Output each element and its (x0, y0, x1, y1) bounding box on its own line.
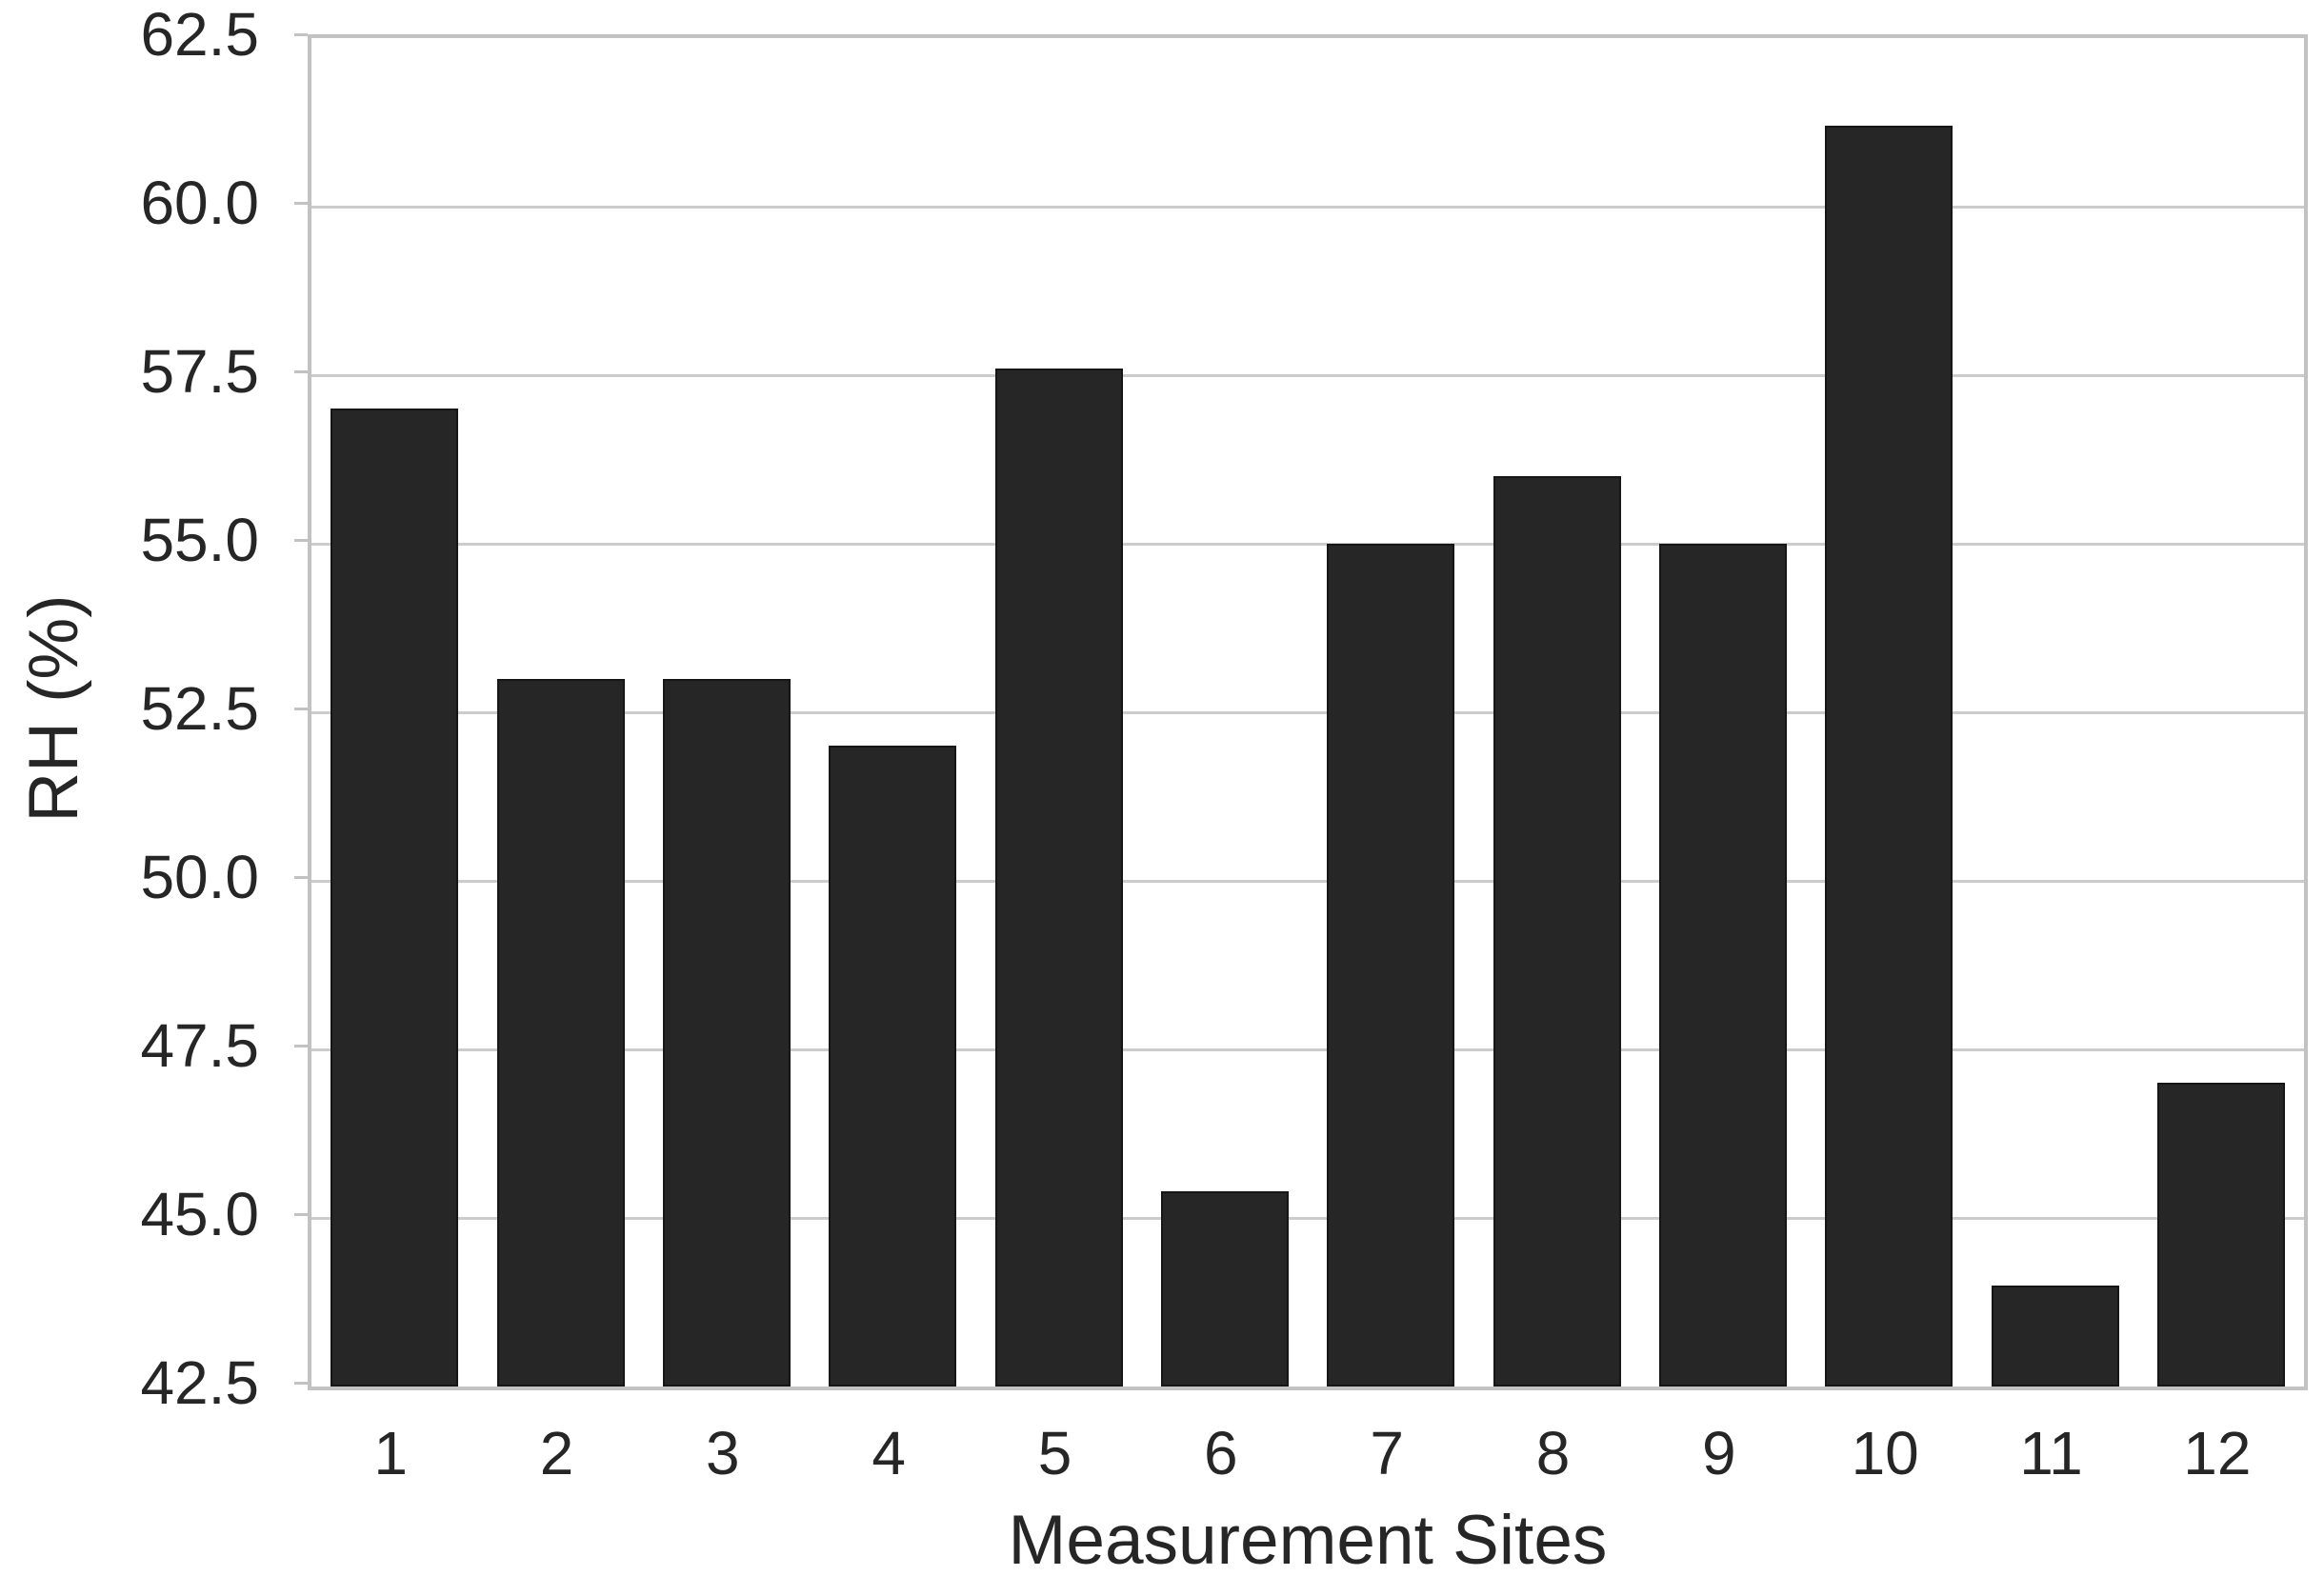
y-tick-label-45: 45.0 (140, 1180, 259, 1248)
gridline-55 (311, 542, 2304, 546)
gridline-57.5 (311, 373, 2304, 377)
gridline-47.5 (311, 1047, 2304, 1051)
gridline-50 (311, 879, 2304, 883)
y-tick-mark-42.5 (294, 1381, 308, 1385)
x-tick-label-8: 8 (1535, 1419, 1571, 1487)
y-tick-label-47.5: 47.5 (140, 1011, 259, 1080)
y-tick-mark-55 (294, 538, 308, 542)
bar-site-1 (331, 409, 459, 1387)
x-tick-label-3: 3 (706, 1419, 740, 1487)
x-axis-label: Measurement Sites (1008, 1502, 1608, 1579)
x-tick-label-11: 11 (2019, 1419, 2083, 1487)
y-tick-mark-57.5 (294, 369, 308, 373)
x-tick-label-2: 2 (539, 1419, 574, 1487)
y-tick-mark-52.5 (294, 707, 308, 710)
bar-site-7 (1327, 544, 1455, 1387)
x-tick-label-5: 5 (1037, 1419, 1072, 1487)
y-tick-mark-50 (294, 875, 308, 879)
y-tick-label-57.5: 57.5 (140, 337, 259, 406)
bar-site-9 (1658, 544, 1787, 1387)
x-tick-label-12: 12 (2183, 1419, 2252, 1487)
x-tick-label-1: 1 (373, 1419, 408, 1487)
y-tick-mark-62.5 (294, 32, 308, 36)
gridline-45 (311, 1216, 2304, 1220)
plot-area (308, 34, 2308, 1390)
y-axis-label: RH (%) (15, 594, 92, 823)
gridline-60 (311, 205, 2304, 209)
y-tick-mark-47.5 (294, 1044, 308, 1047)
y-tick-label-42.5: 42.5 (140, 1348, 259, 1417)
y-tick-mark-60 (294, 201, 308, 205)
x-tick-label-6: 6 (1204, 1419, 1238, 1487)
x-tick-label-10: 10 (1851, 1419, 1919, 1487)
y-tick-label-55: 55.0 (140, 506, 259, 574)
bar-site-5 (994, 368, 1123, 1387)
y-tick-label-52.5: 52.5 (140, 674, 259, 743)
y-tick-label-62.5: 62.5 (140, 0, 259, 69)
bar-site-6 (1160, 1190, 1289, 1387)
y-tick-label-50: 50.0 (140, 843, 259, 911)
x-tick-label-4: 4 (872, 1419, 906, 1487)
bar-site-2 (496, 678, 625, 1387)
bar-site-11 (1991, 1285, 2119, 1387)
gridline-52.5 (311, 710, 2304, 714)
x-tick-label-9: 9 (1702, 1419, 1736, 1487)
y-tick-mark-45 (294, 1212, 308, 1216)
x-tick-label-7: 7 (1370, 1419, 1404, 1487)
y-tick-label-60: 60.0 (140, 169, 259, 237)
bar-site-3 (662, 678, 791, 1387)
bar-site-10 (1825, 126, 1953, 1387)
bar-site-4 (829, 746, 957, 1387)
bar-site-12 (2156, 1083, 2285, 1387)
bar-site-8 (1493, 476, 1621, 1387)
